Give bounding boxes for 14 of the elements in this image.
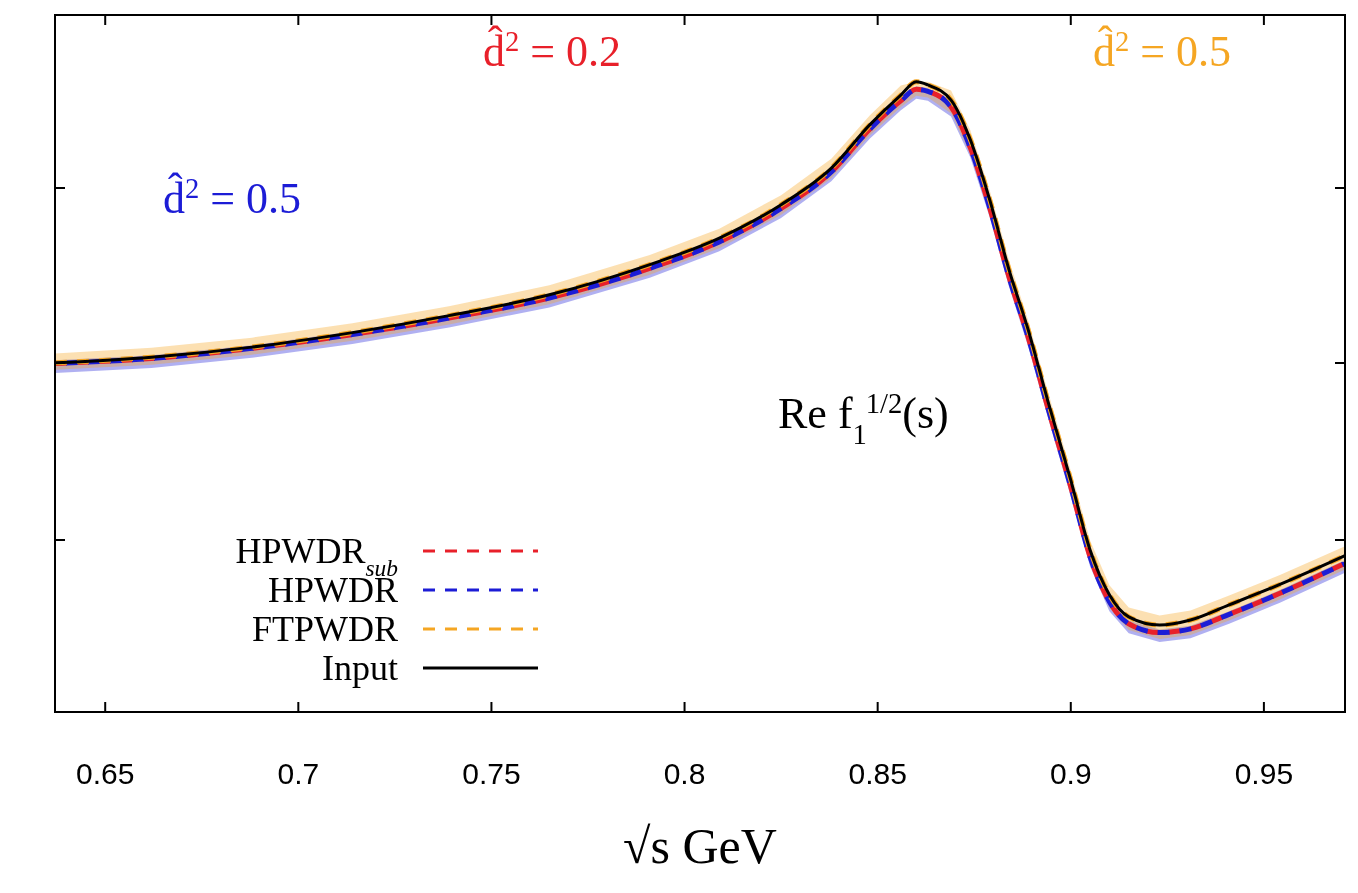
x-tick-label: 0.95 [1234, 757, 1294, 790]
x-tick-label: 0.75 [462, 757, 521, 790]
legend-label: FTPWDR [251, 609, 398, 649]
text: d̂$^{2}$ = 0.2 [483, 24, 622, 76]
annotation: Re f$_{1}$$^{1/2}$(s) [778, 387, 949, 450]
legend-label: Input [322, 648, 398, 688]
x-tick-label: 0.8 [663, 757, 706, 790]
x-tick-label: 0.85 [848, 757, 907, 790]
x-tick-label: 0.7 [277, 757, 320, 790]
x-tick-label: 0.65 [76, 757, 135, 790]
x-axis-title: √s GeV [623, 818, 777, 874]
text: d̂$^{2}$ = 0.5 [1093, 24, 1232, 76]
annotation: d̂$^{2}$ = 0.5 [163, 171, 302, 223]
x-tick-label: 0.9 [1049, 757, 1092, 790]
